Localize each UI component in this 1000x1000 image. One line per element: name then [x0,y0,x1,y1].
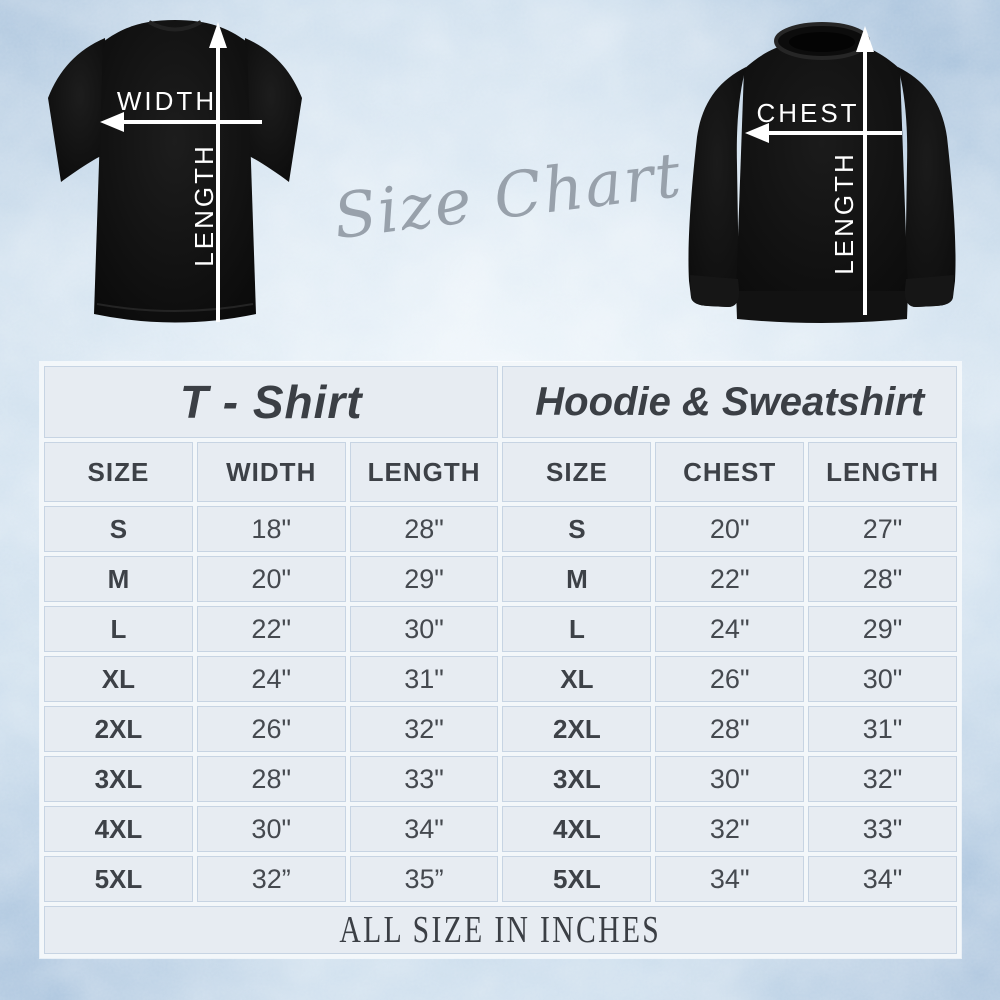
table-cell: 32" [349,706,499,752]
section-title-row: T - Shirt Hoodie & Sweatshirt [44,366,957,438]
tshirt-figure: WIDTH LENGTH [48,20,302,323]
table-cell: S [44,506,193,552]
table-row: M 20" 29" M 22" 28" [44,556,957,602]
table-cell: 5XL [502,856,652,902]
table-cell: 30" [655,756,805,802]
table-cell: 18" [196,506,346,552]
hoodie-col-size: SIZE [502,442,652,502]
table-cell: XL [44,656,193,702]
table-cell: 29" [808,606,957,652]
table-cell: 28" [196,756,346,802]
table-row: 2XL 26" 32" 2XL 28" 31" [44,706,957,752]
tshirt-silhouette [48,20,302,323]
column-header-row: SIZE WIDTH LENGTH SIZE CHEST LENGTH [44,442,957,502]
table-cell: 32" [808,756,957,802]
footer-cell: ALL SIZE IN INCHES [44,906,957,954]
hoodie-section-title: Hoodie & Sweatshirt [502,366,957,438]
sweatshirt-right-cuff [904,275,954,307]
table-cell: 3XL [44,756,193,802]
size-chart-table: T - Shirt Hoodie & Sweatshirt SIZE WIDTH… [40,362,961,958]
sweatshirt-figure: CHEST LENGTH [688,22,956,323]
tshirt-section-title: T - Shirt [44,366,499,438]
table-cell: 28" [349,506,499,552]
table-cell: 26" [196,706,346,752]
sweatshirt-collar-opening [789,32,855,52]
footer-note: ALL SIZE IN INCHES [339,909,662,951]
table-cell: 33" [808,806,957,852]
footer-row: ALL SIZE IN INCHES [44,906,957,954]
script-title: Size Chart [329,137,687,254]
table-cell: S [502,506,652,552]
table-cell: 2XL [44,706,193,752]
table-cell: 4XL [44,806,193,852]
hoodie-col-chest: CHEST [655,442,805,502]
table-cell: 30" [349,606,499,652]
sweatshirt-length-label: LENGTH [829,151,859,274]
table-cell: 29" [349,556,499,602]
table-cell: L [44,606,193,652]
table-cell: 24" [196,656,346,702]
table-cell: 20" [655,506,805,552]
table-cell: 26" [655,656,805,702]
table-cell: 2XL [502,706,652,752]
table-row: S 18" 28" S 20" 27" [44,506,957,552]
table-cell: 31" [808,706,957,752]
table-cell: 35” [349,856,499,902]
table-row: XL 24" 31" XL 26" 30" [44,656,957,702]
table-cell: 33" [349,756,499,802]
tshirt-width-label: WIDTH [117,86,217,116]
tshirt-length-label: LENGTH [189,143,219,266]
table-cell: 22" [196,606,346,652]
table-cell: XL [502,656,652,702]
table-cell: 32” [196,856,346,902]
table-cell: 22" [655,556,805,602]
table-cell: 31" [349,656,499,702]
sweatshirt-chest-label: CHEST [756,98,859,128]
table-cell: 32" [655,806,805,852]
table-cell: 27" [808,506,957,552]
table-cell: 34" [349,806,499,852]
table-cell: M [44,556,193,602]
table-cell: L [502,606,652,652]
table-cell: 34" [808,856,957,902]
table-cell: 28" [808,556,957,602]
hoodie-col-length: LENGTH [808,442,957,502]
table-cell: 4XL [502,806,652,852]
table-row: 5XL 32” 35” 5XL 34" 34" [44,856,957,902]
sweatshirt-left-cuff [690,275,740,307]
table-cell: M [502,556,652,602]
sweatshirt-silhouette [688,22,956,323]
table-cell: 20" [196,556,346,602]
table-row: 4XL 30" 34" 4XL 32" 33" [44,806,957,852]
table-row: L 22" 30" L 24" 29" [44,606,957,652]
tshirt-col-size: SIZE [44,442,193,502]
tshirt-col-length: LENGTH [349,442,499,502]
tshirt-col-width: WIDTH [196,442,346,502]
table-cell: 28" [655,706,805,752]
table-row: 3XL 28" 33" 3XL 30" 32" [44,756,957,802]
table-cell: 5XL [44,856,193,902]
table-cell: 24" [655,606,805,652]
table-cell: 3XL [502,756,652,802]
table-cell: 30" [808,656,957,702]
sweatshirt-hem-rib [736,291,908,323]
table-cell: 34" [655,856,805,902]
table-cell: 30" [196,806,346,852]
